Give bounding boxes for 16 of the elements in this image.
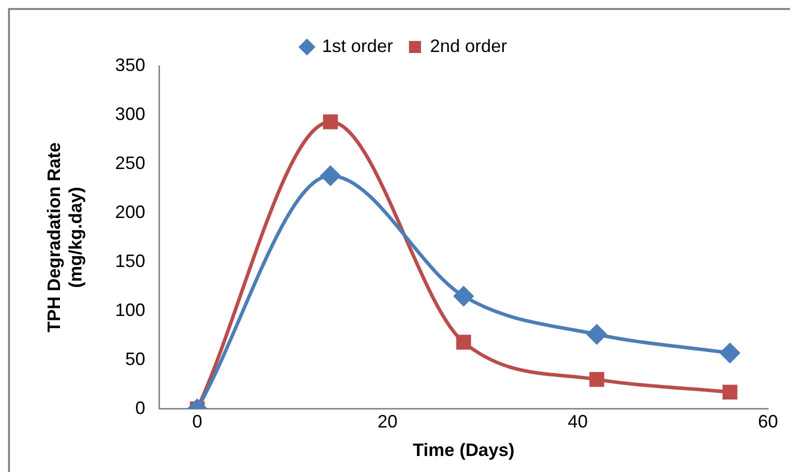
legend-label: 2nd order xyxy=(430,36,508,56)
y-tick-label: 300 xyxy=(115,104,146,124)
y-tick-label: 0 xyxy=(135,398,146,418)
y-tick-label: 100 xyxy=(115,300,146,320)
x-tick-label: 20 xyxy=(378,412,398,432)
y-tick-label: 200 xyxy=(115,202,146,222)
y-tick-label: 250 xyxy=(115,152,146,173)
y-axis-title: TPH Degradation Rate (mg/kg.day) xyxy=(44,142,86,332)
x-axis-title: Time (Days) xyxy=(412,440,514,460)
y-tick-label: 350 xyxy=(115,54,146,75)
y-tick-label: 50 xyxy=(125,348,146,369)
x-tick-label: 40 xyxy=(568,412,588,432)
x-tick-label: 0 xyxy=(192,412,202,432)
y-tick-label: 150 xyxy=(115,250,146,271)
x-tick-label: 60 xyxy=(758,412,778,432)
legend-label: 1st order xyxy=(322,36,394,56)
